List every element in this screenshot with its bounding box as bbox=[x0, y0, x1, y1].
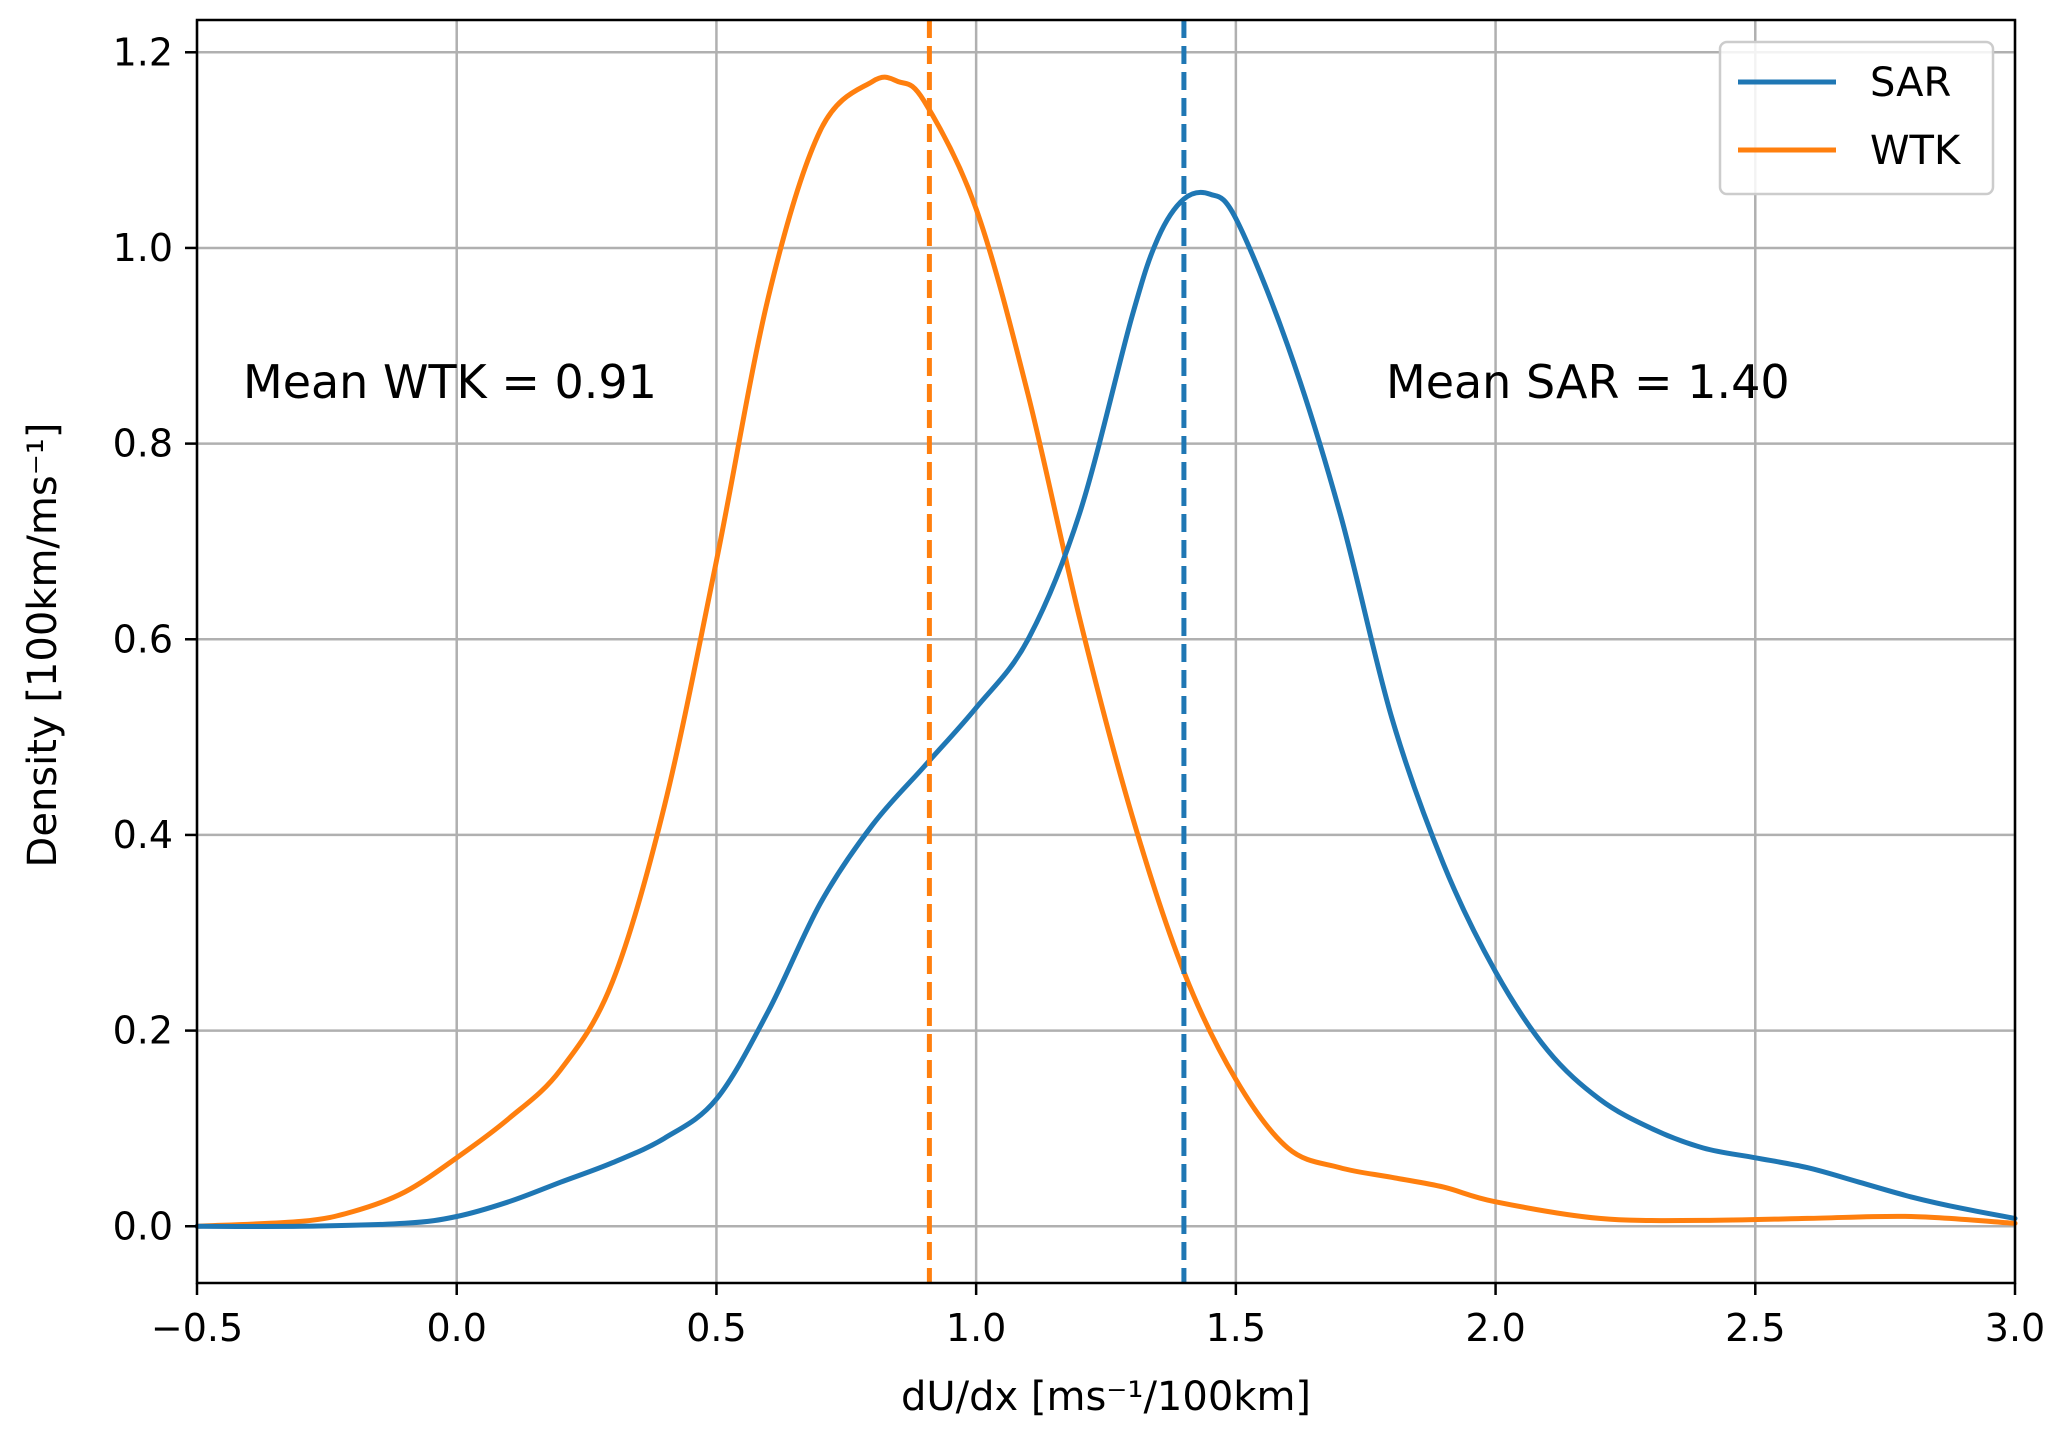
x-tick-label: 3.0 bbox=[1985, 1306, 2045, 1350]
series-lines bbox=[194, 74, 2018, 1229]
y-axis-label: Density [100km/ms⁻¹] bbox=[20, 423, 66, 868]
x-tick-label: 2.5 bbox=[1725, 1306, 1785, 1350]
x-tick-label: 0.5 bbox=[686, 1306, 746, 1350]
y-tick-label: 1.0 bbox=[113, 226, 173, 270]
series-line-wtk bbox=[194, 74, 2018, 1229]
legend-label-sar: SAR bbox=[1870, 60, 1951, 106]
y-tick-label: 1.2 bbox=[113, 30, 173, 74]
mean-lines bbox=[926, 20, 1187, 1283]
series-line-sar bbox=[194, 189, 2018, 1229]
grid bbox=[195, 20, 2017, 1283]
x-tick-label: 1.5 bbox=[1206, 1306, 1266, 1350]
annotation-mean-sar: Mean SAR = 1.40 bbox=[1386, 355, 1790, 409]
legend: SAR WTK bbox=[1718, 40, 1995, 196]
x-tick-label: −0.5 bbox=[151, 1306, 243, 1350]
x-tick-label: 0.0 bbox=[426, 1306, 486, 1350]
y-tick-label: 0.4 bbox=[113, 813, 173, 857]
annotation-mean-wtk: Mean WTK = 0.91 bbox=[243, 355, 657, 409]
x-axis-label: dU/dx [ms⁻¹/100km] bbox=[901, 1374, 1311, 1420]
x-tick-label: 2.0 bbox=[1465, 1306, 1525, 1350]
y-tick-label: 0.8 bbox=[113, 422, 173, 466]
legend-label-wtk: WTK bbox=[1870, 128, 1962, 174]
y-tick-label: 0.6 bbox=[113, 617, 173, 661]
y-tick-label: 0.0 bbox=[113, 1204, 173, 1248]
y-tick-label: 0.2 bbox=[113, 1009, 173, 1053]
plot-area-frame bbox=[195, 18, 2017, 1285]
x-tick-label: 1.0 bbox=[946, 1306, 1006, 1350]
axis-ticks: −0.5 0.0 0.5 1.0 1.5 2.0 2.5 3.0 0.0 0.2 0.4 0.6 0.8… bbox=[113, 30, 2046, 1350]
